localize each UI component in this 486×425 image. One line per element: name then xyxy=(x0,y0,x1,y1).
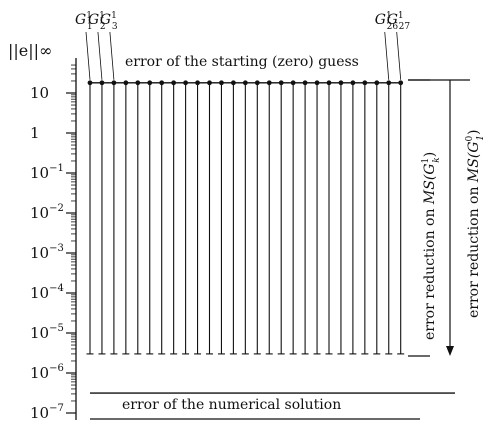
starting-error-point xyxy=(171,80,177,86)
starting-error-point xyxy=(374,80,380,86)
y-tick-label: 10−1 xyxy=(30,163,64,182)
starting-error-point xyxy=(350,80,356,86)
y-tick-label: 10−7 xyxy=(30,403,64,422)
starting-guess-annotation: error of the starting (zero) guess xyxy=(125,54,359,70)
y-tick-label: 10−3 xyxy=(30,243,64,262)
starting-error-point xyxy=(147,80,153,86)
y-axis-label: ||e||∞ xyxy=(8,41,52,60)
subdomain-label: G1 2 xyxy=(88,11,106,32)
y-tick-label: 10−4 xyxy=(30,283,64,302)
y-tick-label: 10−6 xyxy=(30,363,64,382)
starting-error-point xyxy=(231,80,236,86)
starting-error-point xyxy=(207,80,212,86)
numerical-solution-annotation: error of the numerical solution xyxy=(122,397,341,413)
starting-error-point xyxy=(362,80,368,86)
starting-error-point xyxy=(159,80,165,86)
subdomain-label: G1 1 xyxy=(75,11,93,32)
y-tick-label: 10−2 xyxy=(30,203,64,222)
y-tick-label: 10 xyxy=(30,84,49,102)
starting-error-point xyxy=(302,80,308,86)
starting-error-point xyxy=(338,80,344,86)
reduction-k-annotation: error reduction on MS(G1k) xyxy=(421,152,442,340)
starting-error-point xyxy=(254,80,260,86)
subdomain-label-leader xyxy=(85,31,91,80)
starting-error-point xyxy=(242,80,248,86)
starting-error-point xyxy=(87,80,93,86)
starting-error-point xyxy=(123,80,129,86)
starting-error-point xyxy=(183,80,189,86)
starting-error-point xyxy=(219,80,224,86)
subdomain-label-leader xyxy=(109,31,115,80)
y-axis-tick-labels: 10 1 10−1 10−2 10−3 10−4 10−5 10−6 10−7 xyxy=(30,84,64,422)
y-tick-label: 1 xyxy=(30,124,40,142)
y-tick-label: 10−5 xyxy=(30,323,64,342)
starting-error-point xyxy=(398,80,404,86)
starting-error-point xyxy=(290,80,296,86)
starting-error-point xyxy=(314,80,320,86)
subdomain-label-leader xyxy=(384,31,390,80)
reduction-1-annotation: error reduction on MS(G01) xyxy=(465,130,486,318)
starting-error-point xyxy=(111,80,117,86)
starting-error-point xyxy=(135,80,141,86)
error-bars xyxy=(86,80,405,355)
reduction-1-arrow-head xyxy=(446,346,454,356)
subdomain-label-leader xyxy=(97,31,103,80)
subdomain-label-leader xyxy=(396,31,402,80)
starting-error-point xyxy=(386,80,392,86)
starting-error-point xyxy=(99,80,105,86)
starting-error-point xyxy=(266,80,272,86)
subdomain-label: G1 3 xyxy=(100,11,118,32)
subdomain-label: G1 27 xyxy=(387,11,411,32)
subdomain-label: G1 26 xyxy=(375,11,399,32)
starting-error-point xyxy=(326,80,332,86)
y-axis-ticks xyxy=(66,64,76,414)
starting-error-point xyxy=(278,80,284,86)
starting-error-point xyxy=(195,80,200,86)
